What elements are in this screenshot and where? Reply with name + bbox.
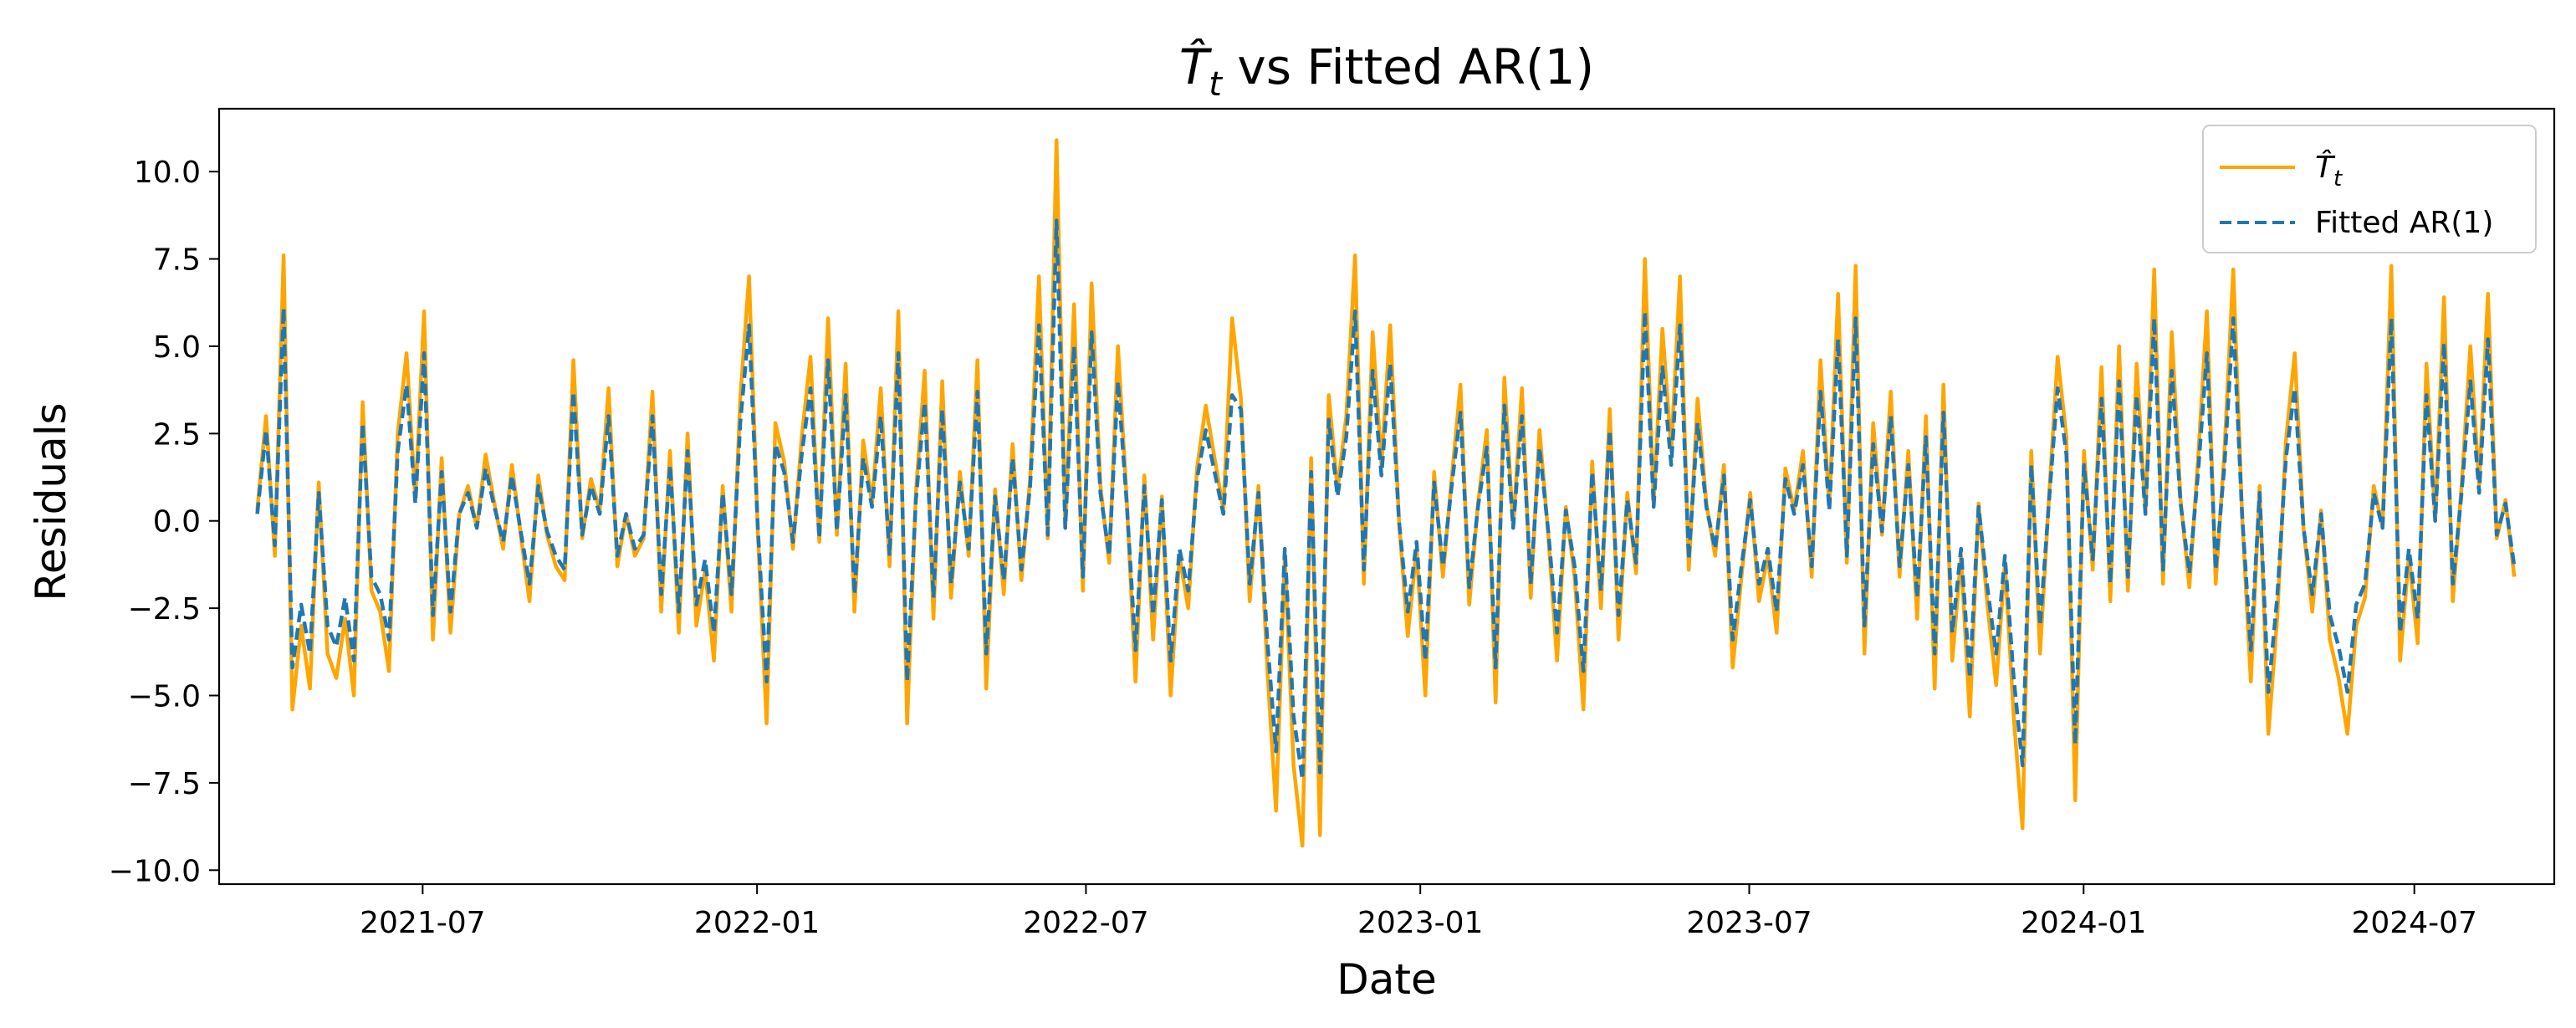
plot-area-frame (217, 107, 2556, 886)
series-layer (255, 138, 2517, 848)
x-tick-label-5: 2024-01 (2021, 906, 2146, 940)
legend-subscript-series-1: t (2333, 166, 2343, 192)
y-tick-label-3: 2.5 (153, 417, 201, 452)
title-symbol: T̂ (1179, 38, 1213, 95)
y-tick-label-0: 10.0 (134, 156, 201, 190)
x-tick-label-1: 2022-01 (694, 906, 820, 940)
x-tick-label-6: 2024-07 (2351, 906, 2476, 940)
title-subscript: t (1209, 65, 1223, 104)
x-tick-label-0: 2021-07 (360, 906, 485, 940)
legend: T̂t Fitted AR(1) (2202, 125, 2537, 253)
legend-symbol-series-1: T̂ (2315, 149, 2336, 185)
y-tick-label-4: 0.0 (153, 505, 201, 540)
x-tick-label-4: 2023-07 (1686, 906, 1812, 940)
y-tick-label-8: −10.0 (109, 854, 201, 888)
legend-label-series-1: T̂t (2315, 149, 2343, 192)
x-axis-label: Date (1337, 955, 1437, 1004)
y-tick-label-2: 5.0 (153, 330, 201, 365)
x-tick-label-2: 2022-07 (1023, 906, 1148, 940)
y-axis-label: Residuals (27, 402, 75, 601)
x-tick-label-3: 2023-01 (1357, 906, 1483, 940)
y-tick-label-6: −5.0 (128, 680, 201, 714)
ticks-layer: 2021-07 2022-01 2022-07 2023-01 2023-07 2024-… (109, 156, 2477, 940)
title-text: vs Fitted AR(1) (1222, 38, 1594, 95)
y-tick-label-1: 7.5 (153, 243, 201, 278)
legend-box (2202, 125, 2537, 253)
series-line-2 (255, 218, 2517, 781)
y-tick-label-7: −7.5 (128, 767, 201, 801)
y-tick-label-5: −2.5 (128, 592, 201, 627)
legend-label-series-2: Fitted AR(1) (2315, 206, 2493, 240)
chart-title: T̂t vs Fitted AR(1) (1179, 38, 1594, 104)
